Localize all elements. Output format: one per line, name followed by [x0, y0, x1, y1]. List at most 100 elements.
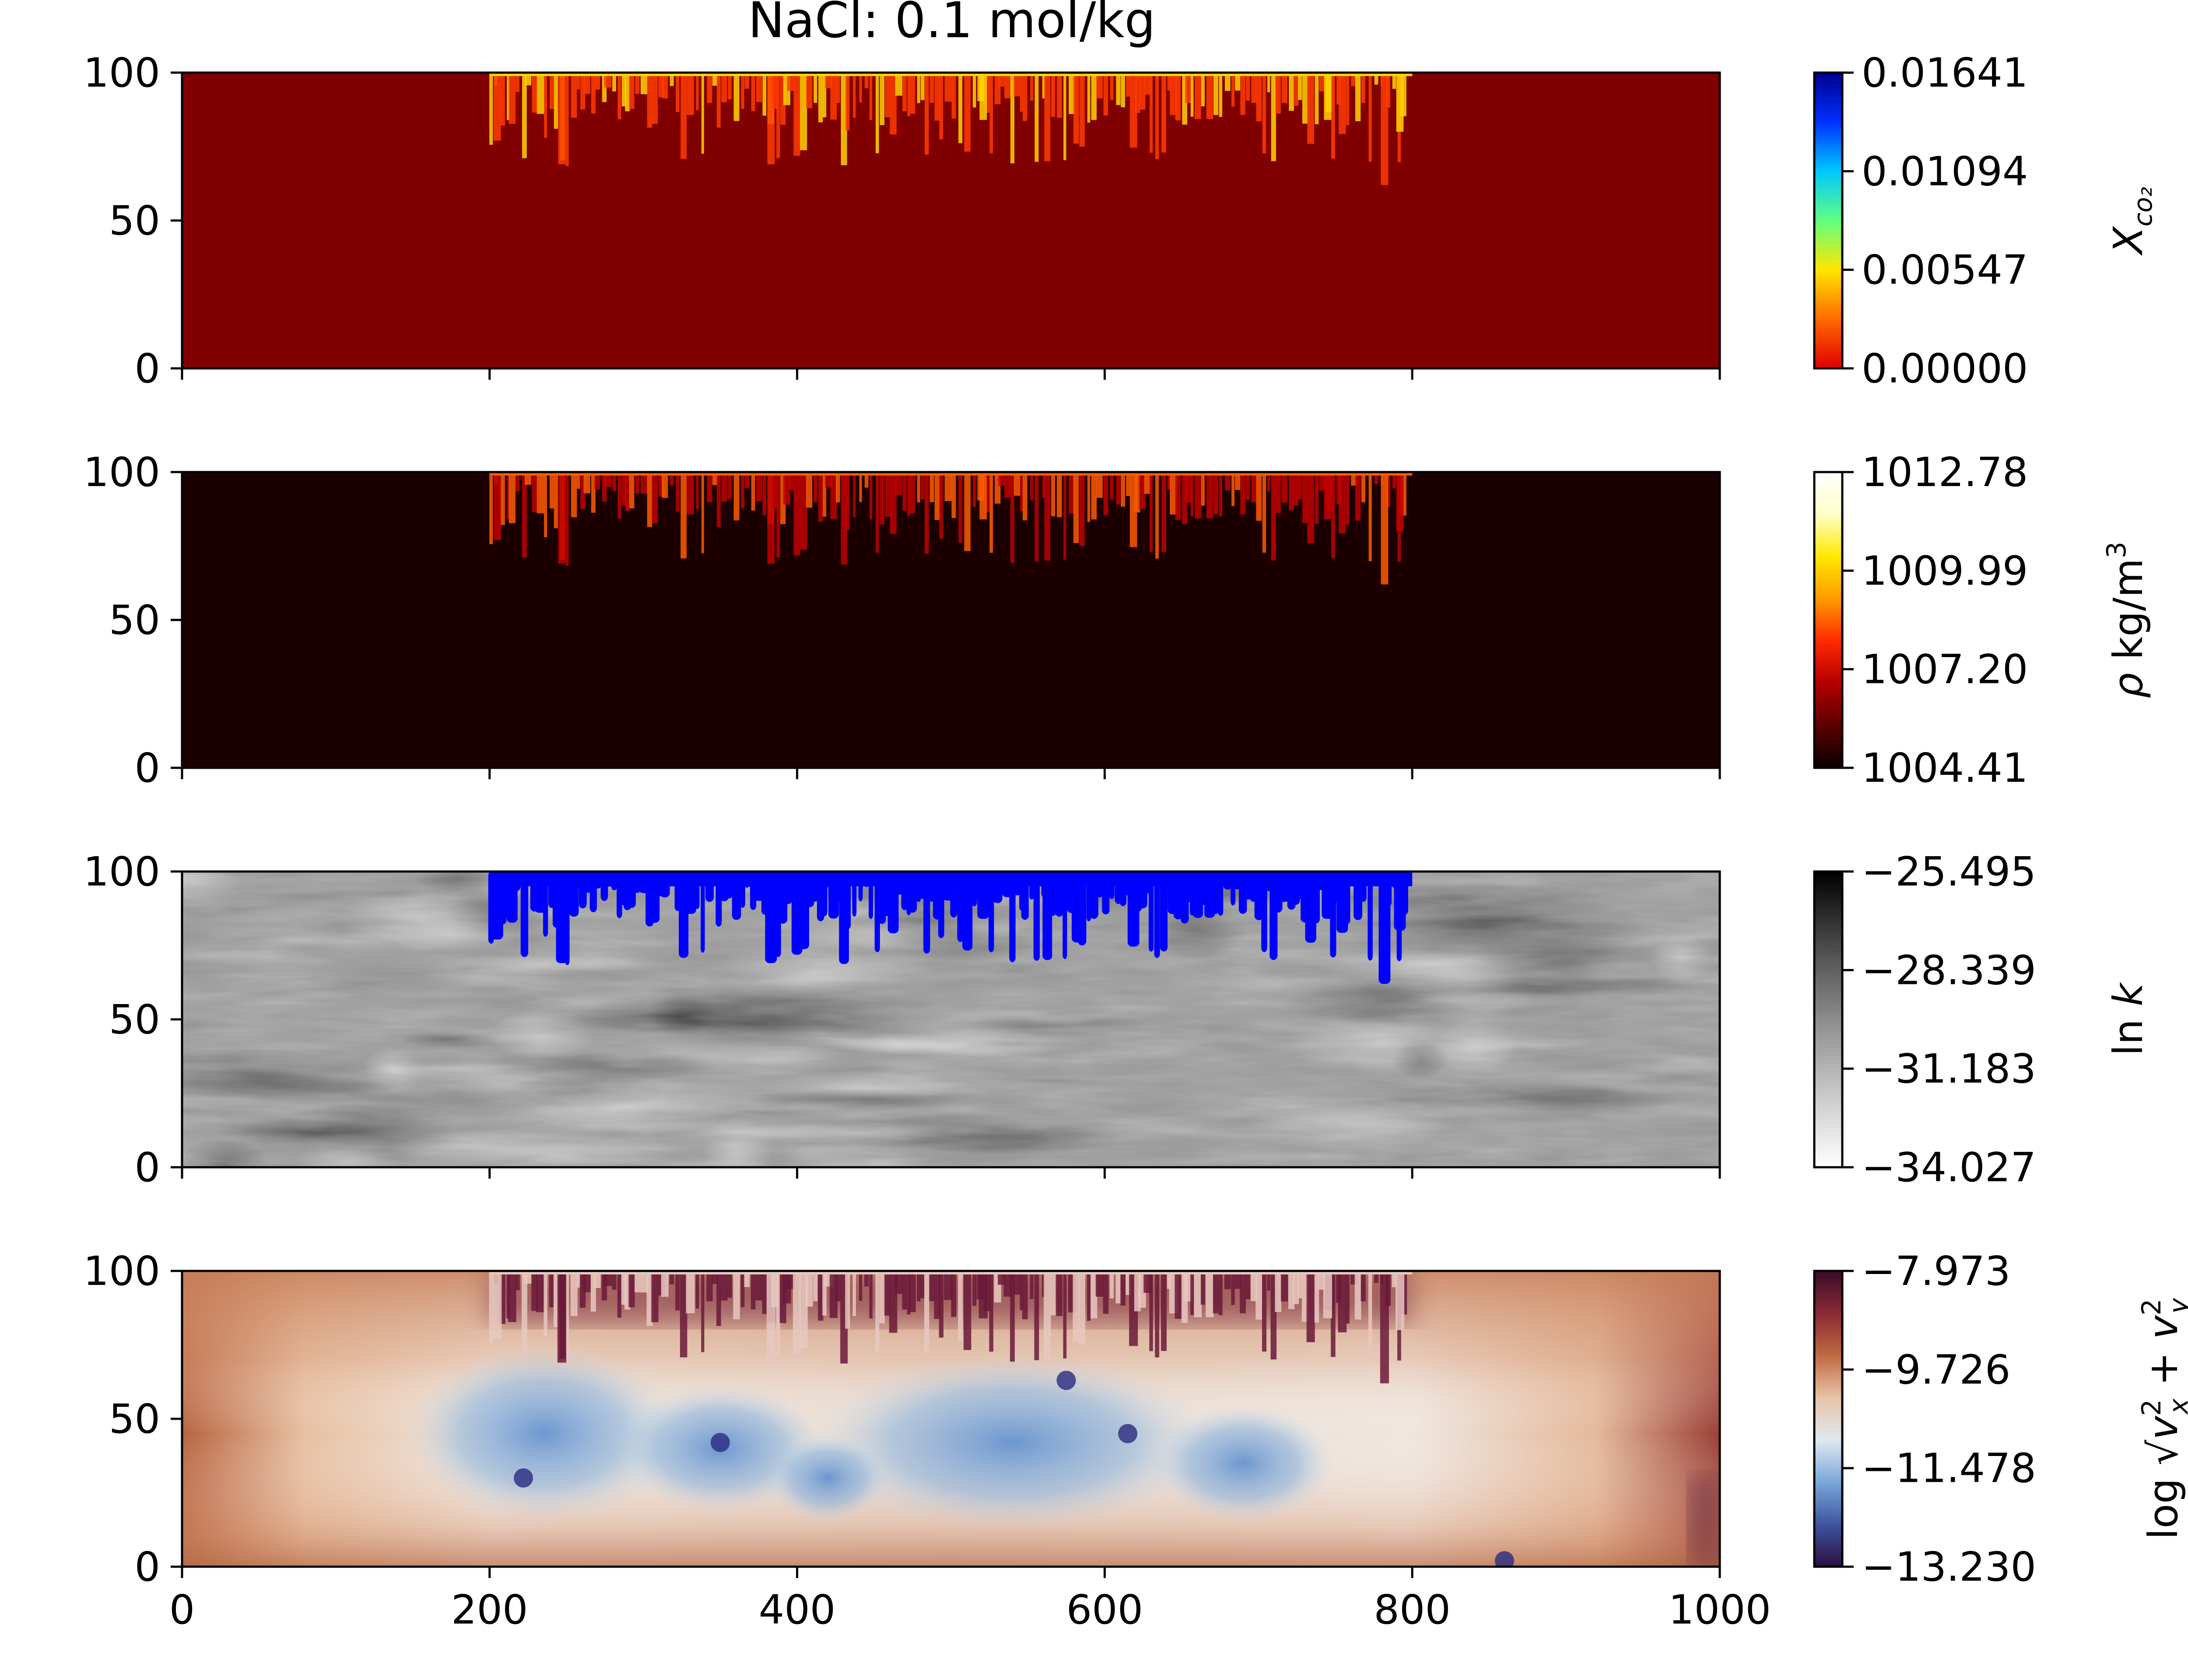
- plume-finger: [1315, 73, 1319, 125]
- y-tick-label: 0: [134, 1544, 160, 1590]
- plume-finger: [489, 1271, 494, 1343]
- plume-finger: [1144, 472, 1151, 494]
- plume-finger: [1298, 472, 1302, 500]
- plume-finger: [1096, 73, 1103, 98]
- plume-finger: [695, 1271, 699, 1309]
- plume-finger: [822, 1271, 827, 1316]
- plume-finger: [818, 472, 823, 522]
- x-tick-label: 800: [1374, 1586, 1451, 1633]
- plume-finger: [1361, 472, 1366, 503]
- plume-finger: [1231, 73, 1235, 107]
- plume-finger: [1267, 472, 1270, 492]
- velocity-minimum-point: [1056, 1371, 1076, 1390]
- panel-log-permeability: 0 50 100 −34.027 −31.183 −28.339 −25.495 ln k: [83, 848, 2152, 1191]
- plume-finger: [859, 73, 862, 103]
- plume-finger: [1219, 472, 1223, 517]
- plume-finger: [1305, 872, 1316, 943]
- plume-finger: [869, 472, 873, 520]
- plume-finger: [929, 472, 934, 502]
- plume-finger: [1042, 1271, 1046, 1297]
- plume-finger: [603, 1271, 613, 1286]
- plume-finger: [1361, 73, 1366, 103]
- plume-finger: [1073, 472, 1079, 543]
- plume-finger: [1267, 1271, 1270, 1291]
- plume-finger: [696, 73, 699, 110]
- plume-finger: [1010, 73, 1015, 164]
- plume-finger: [565, 73, 569, 166]
- plume-finger: [1063, 73, 1066, 161]
- plume-finger: [556, 872, 568, 963]
- colorbar-log-velocity-magnitude: −13.230 −11.478 −9.726 −7.973 log √(v2x + v2…: [1813, 1248, 2188, 1590]
- plume-finger: [1149, 1271, 1153, 1351]
- plume-finger: [902, 472, 907, 511]
- plume-finger: [787, 73, 795, 91]
- plume-finger: [852, 1271, 856, 1316]
- plume-finger: [800, 73, 807, 150]
- plume-finger: [1115, 1271, 1121, 1304]
- plume-finger: [1103, 472, 1108, 515]
- plume-finger: [522, 73, 527, 158]
- plume-finger: [1262, 73, 1266, 154]
- colorbar-tick-label: −13.230: [1862, 1544, 2036, 1590]
- plume-finger: [1319, 472, 1325, 491]
- plume-finger: [1392, 73, 1396, 89]
- plume-finger: [964, 73, 971, 152]
- plume-finger: [929, 73, 934, 103]
- plume-finger: [1245, 73, 1250, 101]
- plume-finger: [707, 73, 712, 103]
- plume-finger: [767, 472, 775, 564]
- plume-finger: [733, 1271, 740, 1320]
- plume-finger: [1110, 73, 1114, 100]
- plume-finger: [776, 73, 780, 158]
- plume-fingers: [489, 1271, 1413, 1383]
- plume-finger: [751, 73, 755, 111]
- plume-finger: [721, 1271, 728, 1301]
- plume-finger: [864, 73, 869, 88]
- plume-fingers: [488, 872, 1413, 984]
- plume-finger: [1374, 1271, 1379, 1283]
- plume-finger: [1331, 472, 1335, 558]
- plume-finger: [594, 472, 600, 489]
- plume-finger: [958, 472, 963, 543]
- plume-finger: [924, 1271, 929, 1353]
- plume-finger: [1262, 472, 1266, 553]
- plume-finger: [1336, 73, 1341, 105]
- colorbar-tick-label: −31.183: [1862, 1046, 2036, 1092]
- plume-finger: [1030, 472, 1034, 500]
- plume-finger: [755, 1271, 763, 1301]
- plume-finger: [1044, 472, 1051, 561]
- plume-finger: [917, 472, 920, 503]
- plume-finger: [635, 1271, 640, 1292]
- plume-finger: [944, 73, 952, 102]
- plume-finger: [776, 472, 780, 558]
- plume-finger: [1034, 472, 1039, 562]
- plume-finger: [1150, 73, 1153, 153]
- plume-finger: [557, 1271, 567, 1363]
- plume-finger: [1206, 472, 1213, 518]
- plume-finger: [604, 73, 612, 88]
- plume-finger: [964, 472, 971, 551]
- plume-finger: [813, 472, 817, 503]
- plume-finger: [493, 472, 501, 540]
- plume-finger: [879, 1271, 885, 1323]
- plume-finger: [1289, 472, 1294, 511]
- plume-finger: [907, 1271, 911, 1315]
- plume-finger: [1090, 1271, 1098, 1319]
- plume-finger: [612, 73, 616, 92]
- plume-finger: [989, 472, 993, 553]
- plume-finger: [571, 73, 577, 118]
- plume-finger: [793, 73, 800, 156]
- colorbar-tick-label: −28.339: [1862, 947, 2036, 994]
- plume-finger: [864, 472, 869, 488]
- x-tick-label: 200: [451, 1586, 528, 1633]
- plume-finger: [907, 73, 910, 116]
- velocity-minimum-point: [514, 1468, 533, 1488]
- plume-finger: [963, 1271, 971, 1350]
- plume-finger: [1289, 73, 1294, 111]
- y-tick-label: 0: [134, 745, 160, 791]
- plume-finger: [489, 472, 493, 544]
- plume-finger: [988, 872, 994, 952]
- plume-finger: [1175, 1271, 1182, 1319]
- plume-finger: [951, 472, 956, 518]
- plume-finger: [823, 73, 827, 118]
